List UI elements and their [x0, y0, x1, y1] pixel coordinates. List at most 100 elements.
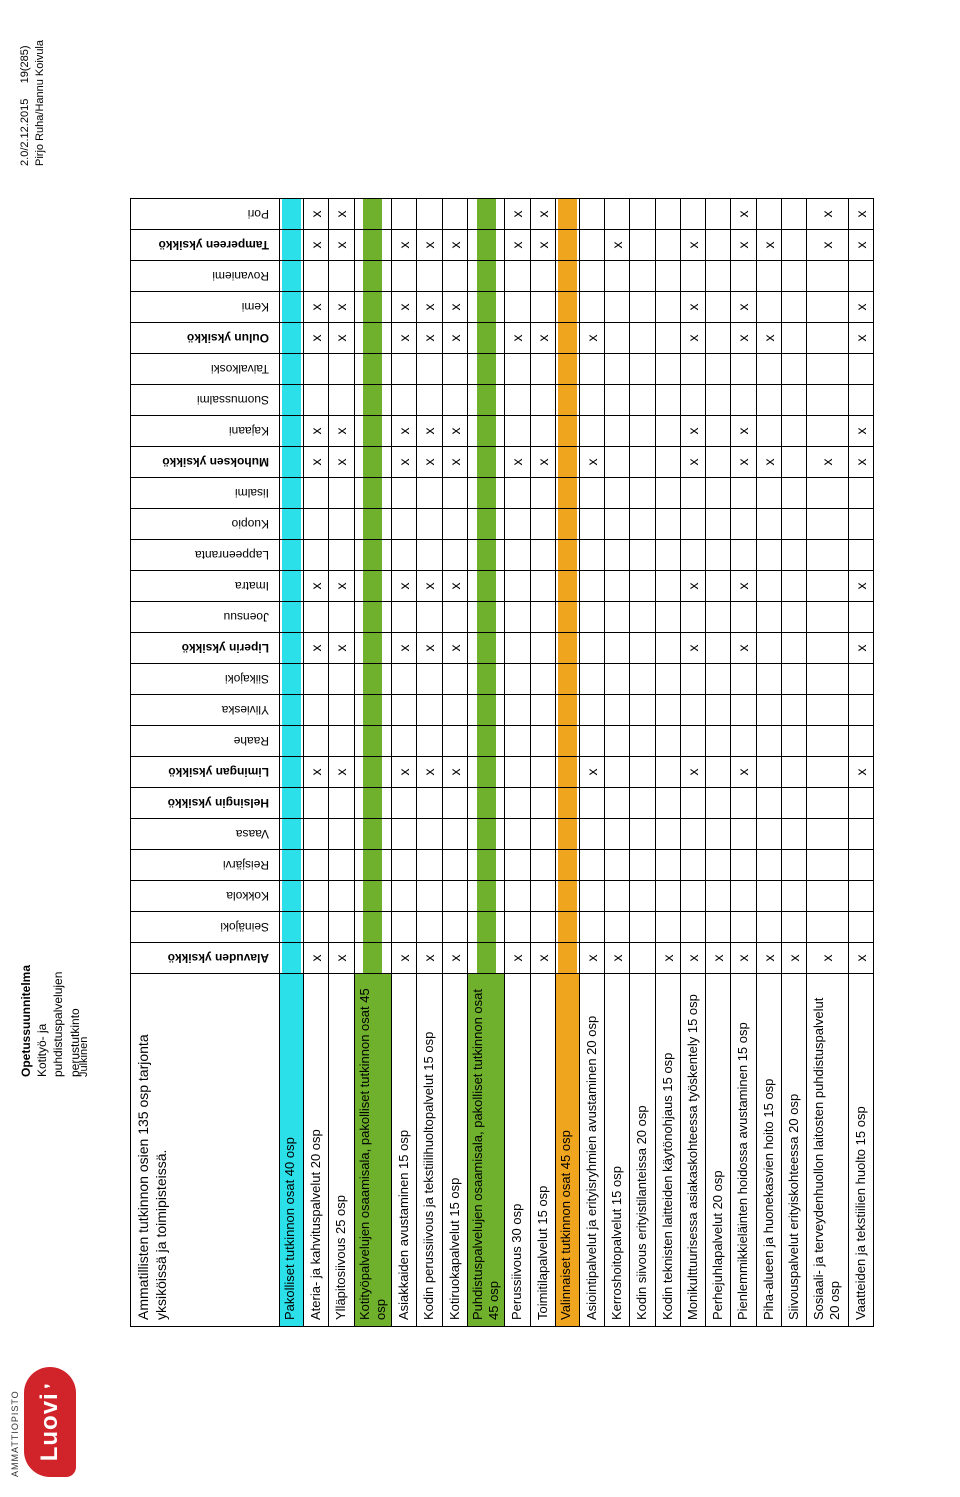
matrix-cell — [848, 385, 873, 416]
matrix-cell — [655, 447, 680, 478]
matrix-cell — [392, 478, 417, 509]
matrix-cell — [731, 788, 756, 819]
section-cell — [280, 664, 304, 695]
section-header: Kotityöpalvelujen osaamisala, pakolliset… — [354, 974, 392, 1327]
matrix-cell: x — [329, 230, 354, 261]
matrix-cell — [756, 602, 781, 633]
matrix-cell: x — [417, 943, 442, 974]
matrix-cell — [655, 819, 680, 850]
matrix-cell: x — [530, 943, 555, 974]
matrix-cell — [731, 354, 756, 385]
matrix-cell — [530, 478, 555, 509]
matrix-cell — [848, 881, 873, 912]
section-cell — [354, 571, 392, 602]
matrix-cell — [579, 385, 604, 416]
matrix-cell — [848, 695, 873, 726]
matrix-cell — [848, 850, 873, 881]
matrix-cell: x — [304, 199, 329, 230]
matrix-cell — [680, 261, 705, 292]
matrix-cell: x — [329, 323, 354, 354]
matrix-cell — [630, 292, 655, 323]
matrix-cell — [781, 881, 806, 912]
matrix-cell: x — [579, 943, 604, 974]
matrix-cell: x — [304, 757, 329, 788]
matrix-cell: x — [655, 943, 680, 974]
matrix-cell — [756, 881, 781, 912]
section-cell — [555, 602, 579, 633]
section-cell — [467, 943, 505, 974]
row-label: Kodin perussiivous ja tekstiilihuoltopal… — [417, 974, 442, 1327]
matrix-cell: x — [329, 571, 354, 602]
matrix-cell — [442, 726, 467, 757]
matrix-cell — [848, 819, 873, 850]
section-cell — [280, 292, 304, 323]
matrix-cell: x — [731, 199, 756, 230]
matrix-cell: x — [392, 447, 417, 478]
matrix-cell — [680, 385, 705, 416]
section-cell — [555, 261, 579, 292]
matrix-cell — [579, 788, 604, 819]
matrix-cell — [329, 819, 354, 850]
matrix-cell — [304, 354, 329, 385]
matrix-cell — [630, 664, 655, 695]
matrix-cell: x — [848, 323, 873, 354]
matrix-cell — [442, 881, 467, 912]
matrix-cell: x — [848, 757, 873, 788]
matrix-cell — [304, 695, 329, 726]
matrix-cell — [530, 819, 555, 850]
matrix-cell: x — [329, 199, 354, 230]
matrix-cell — [505, 757, 530, 788]
section-cell — [555, 881, 579, 912]
matrix-cell — [505, 478, 530, 509]
matrix-cell — [781, 633, 806, 664]
matrix-cell — [680, 912, 705, 943]
matrix-cell: x — [392, 292, 417, 323]
matrix-cell: x — [731, 416, 756, 447]
title-line: Kotityö- ja — [34, 965, 50, 1077]
row-label: Vaatteiden ja tekstiilien huolto 15 osp — [848, 974, 873, 1327]
matrix-cell — [304, 881, 329, 912]
matrix-cell — [731, 819, 756, 850]
matrix-cell: x — [731, 757, 756, 788]
section-cell — [467, 478, 505, 509]
matrix-cell: x — [505, 943, 530, 974]
matrix-cell — [781, 664, 806, 695]
matrix-cell — [605, 509, 630, 540]
matrix-cell — [756, 726, 781, 757]
matrix-cell: x — [392, 633, 417, 664]
matrix-cell — [680, 509, 705, 540]
column-header: Kajaani — [131, 416, 280, 447]
column-header: Liperin yksikkö — [131, 633, 280, 664]
section-cell — [354, 385, 392, 416]
matrix-cell — [807, 571, 849, 602]
matrix-cell — [630, 447, 655, 478]
matrix-cell: x — [848, 943, 873, 974]
matrix-cell — [756, 292, 781, 323]
matrix-cell — [807, 850, 849, 881]
matrix-cell — [530, 881, 555, 912]
matrix-cell — [655, 850, 680, 881]
matrix-cell — [807, 664, 849, 695]
matrix-cell — [807, 323, 849, 354]
section-cell — [555, 354, 579, 385]
matrix-cell — [505, 571, 530, 602]
matrix-cell — [304, 912, 329, 943]
matrix-cell — [579, 230, 604, 261]
matrix-cell — [655, 416, 680, 447]
matrix-cell — [329, 881, 354, 912]
matrix-cell — [630, 230, 655, 261]
matrix-cell — [706, 354, 731, 385]
section-cell — [354, 261, 392, 292]
table-title: Ammatillisten tutkinnon osien 135 osp ta… — [131, 974, 280, 1327]
matrix-cell — [731, 385, 756, 416]
matrix-cell: x — [392, 757, 417, 788]
matrix-cell — [756, 571, 781, 602]
matrix-cell: x — [731, 943, 756, 974]
matrix-cell — [417, 478, 442, 509]
matrix-cell — [605, 323, 630, 354]
matrix-cell: x — [417, 633, 442, 664]
matrix-cell: x — [605, 943, 630, 974]
section-cell — [555, 726, 579, 757]
matrix-cell: x — [706, 943, 731, 974]
matrix-cell — [655, 695, 680, 726]
